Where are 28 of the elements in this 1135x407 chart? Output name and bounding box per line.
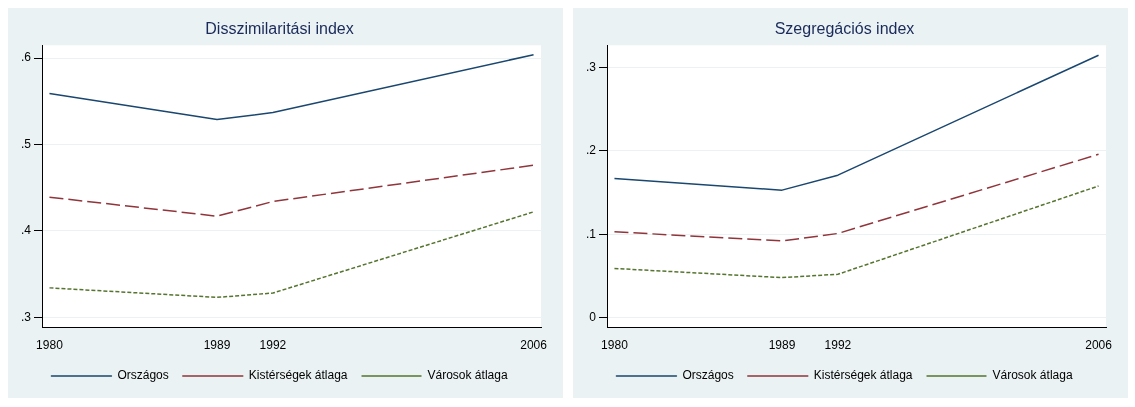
chart-title: Disszimilaritási index: [205, 20, 354, 38]
y-tick-label: .5: [20, 136, 32, 151]
x-tick-label: 2006: [1085, 338, 1113, 353]
legend-label: Városok átlaga: [427, 368, 508, 383]
legend-label: Kistérségek átlaga: [248, 368, 348, 383]
chart-title: Szegregációs index: [774, 20, 915, 38]
legend-label: Országos: [682, 368, 734, 383]
x-tick-label: 1980: [36, 338, 64, 353]
legend-label: Városok átlaga: [992, 368, 1073, 383]
y-tick-label: 0: [589, 309, 597, 324]
y-tick-label: .3: [20, 309, 32, 324]
y-tick-label: .3: [585, 60, 597, 74]
legend-label: Országos: [117, 368, 169, 383]
line-series: [48, 164, 535, 217]
y-tick-label: .2: [585, 143, 597, 158]
y-tick-label: .1: [585, 226, 597, 241]
line-series: [48, 211, 535, 299]
x-tick-label: 1980: [601, 338, 629, 353]
x-tick-label: 1989: [768, 338, 796, 353]
line-series: [613, 153, 1100, 242]
line-series: [613, 185, 1100, 279]
x-tick-label: 2006: [520, 338, 548, 353]
x-tick-label: 1989: [203, 338, 231, 353]
y-tick-label: .6: [20, 50, 32, 65]
x-tick-label: 1992: [824, 338, 852, 353]
legend-label: Kistérségek átlaga: [813, 368, 913, 383]
x-tick-label: 1992: [259, 338, 287, 353]
y-tick-label: .4: [20, 223, 32, 238]
